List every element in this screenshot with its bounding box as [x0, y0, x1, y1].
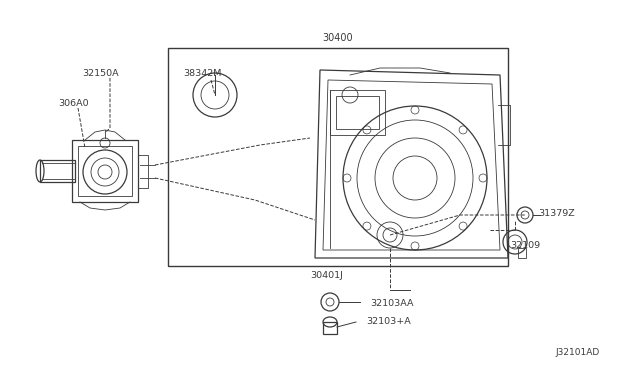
Bar: [518, 248, 526, 258]
Text: J32101AD: J32101AD: [556, 348, 600, 357]
Text: 32103AA: 32103AA: [370, 299, 413, 308]
Bar: [168, 48, 508, 266]
Bar: [336, 96, 379, 129]
Bar: [323, 322, 337, 334]
Text: 32109: 32109: [510, 241, 540, 250]
Bar: [78, 146, 132, 196]
Text: 32103+A: 32103+A: [366, 317, 411, 327]
Text: 30401J: 30401J: [310, 271, 343, 280]
Text: 38342M: 38342M: [183, 69, 221, 78]
Text: 31379Z: 31379Z: [538, 209, 575, 218]
Bar: [330, 90, 385, 135]
Bar: [40, 160, 75, 182]
Text: 32150A: 32150A: [82, 69, 118, 78]
Bar: [72, 140, 138, 202]
Text: 30400: 30400: [323, 33, 353, 43]
Text: 306A0: 306A0: [58, 99, 88, 108]
